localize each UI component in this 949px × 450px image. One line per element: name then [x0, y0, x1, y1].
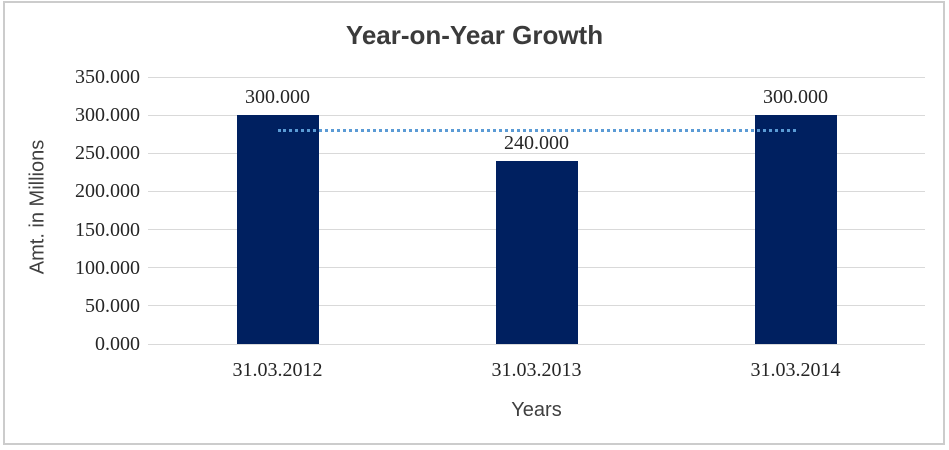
- y-axis-tick-label: 250.000: [75, 142, 140, 165]
- bar-31.03.2014: [754, 115, 837, 344]
- x-axis-category-label: 31.03.2014: [750, 359, 841, 381]
- y-gridline: [148, 343, 925, 345]
- y-axis-tick-label: 150.000: [75, 218, 140, 241]
- bar-value-label: 300.000: [245, 86, 310, 109]
- bar-31.03.2012: [236, 115, 319, 344]
- y-axis-tick-label: 50.000: [85, 294, 140, 317]
- trendline: [277, 128, 796, 132]
- bar-31.03.2013: [495, 160, 578, 344]
- y-axis-tick-label: 0.000: [95, 333, 140, 355]
- y-gridline: [148, 152, 925, 154]
- bar-value-label: 300.000: [763, 86, 828, 109]
- x-axis-category-label: 31.03.2013: [491, 359, 582, 381]
- y-gridline: [148, 114, 925, 116]
- y-gridline: [148, 76, 925, 78]
- y-axis-tick-label: 200.000: [75, 180, 140, 203]
- y-axis-tick-label: 350.000: [75, 66, 140, 88]
- x-axis-title: Years: [511, 399, 562, 421]
- y-axis-tick-label: 300.000: [75, 104, 140, 127]
- y-axis-tick-label: 100.000: [75, 256, 140, 279]
- chart-title: Year-on-Year Growth: [345, 20, 604, 50]
- bar-value-label: 240.000: [504, 131, 569, 154]
- x-axis-category-label: 31.03.2012: [232, 359, 323, 381]
